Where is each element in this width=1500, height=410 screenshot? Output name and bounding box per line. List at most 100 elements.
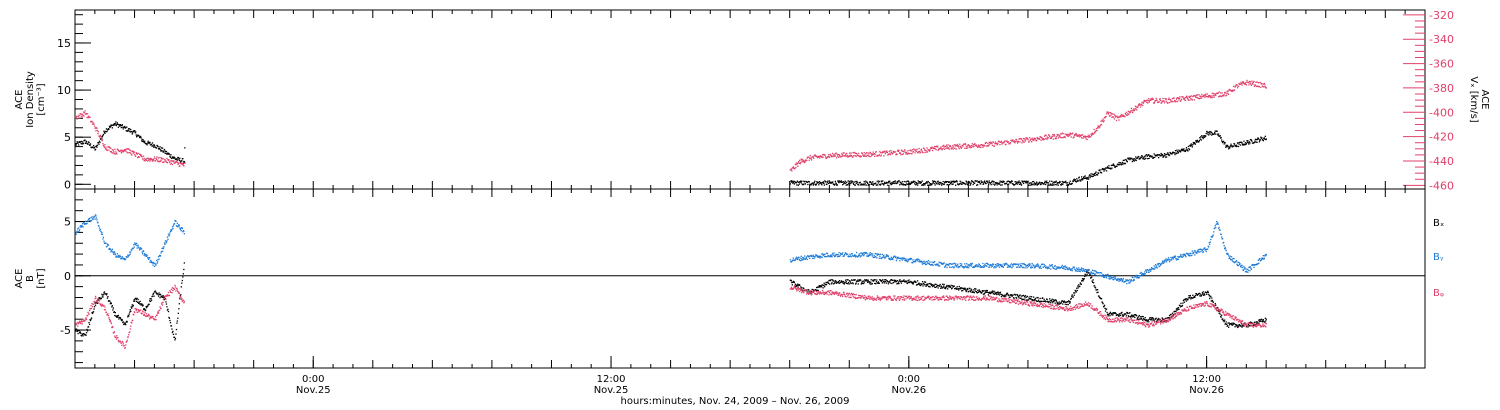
data-point <box>1092 133 1094 135</box>
data-point <box>1020 184 1023 186</box>
data-point <box>1125 114 1127 116</box>
data-point <box>1060 266 1062 269</box>
data-point <box>983 183 985 185</box>
data-point <box>1146 154 1148 156</box>
data-point <box>127 254 129 256</box>
y2-tick-label: -380 <box>1429 82 1454 95</box>
data-point <box>842 184 844 186</box>
data-point <box>153 157 155 160</box>
data-point <box>1045 134 1047 136</box>
data-point <box>874 256 876 258</box>
data-point <box>157 157 160 159</box>
data-point <box>1059 136 1061 138</box>
data-point <box>1248 325 1250 327</box>
data-point <box>1054 265 1056 268</box>
data-point <box>1234 85 1237 87</box>
data-point <box>1096 291 1098 294</box>
y-tick-label: 10 <box>57 84 71 97</box>
data-point <box>1047 300 1049 302</box>
data-point <box>1257 322 1259 324</box>
data-point <box>116 253 118 255</box>
data-point <box>83 115 85 117</box>
data-point <box>1022 263 1024 265</box>
data-point <box>931 149 934 152</box>
data-point <box>1263 258 1265 260</box>
data-point <box>990 291 992 293</box>
data-point <box>1028 264 1031 266</box>
data-point <box>1069 301 1071 303</box>
data-point <box>182 162 184 164</box>
y-tick-label: 5 <box>64 216 71 229</box>
data-point <box>845 253 847 255</box>
data-point <box>1125 313 1127 315</box>
data-point <box>162 158 164 160</box>
data-point <box>964 143 966 145</box>
data-point <box>171 228 173 231</box>
data-point <box>908 153 911 155</box>
data-point <box>1065 180 1067 182</box>
data-point <box>1017 295 1019 297</box>
data-point <box>1122 159 1124 162</box>
data-point <box>80 322 82 325</box>
data-point <box>1048 184 1050 186</box>
data-point <box>1046 298 1048 300</box>
data-point <box>922 285 924 287</box>
data-point <box>1021 262 1023 265</box>
data-point <box>162 301 164 303</box>
data-point <box>891 257 893 260</box>
data-point <box>859 181 861 183</box>
data-point <box>938 148 940 151</box>
data-point <box>1094 172 1097 174</box>
data-point <box>1064 136 1066 139</box>
data-point <box>921 283 923 285</box>
data-point <box>854 254 856 256</box>
data-point <box>822 254 824 257</box>
data-point <box>1114 277 1116 280</box>
data-point <box>902 183 904 185</box>
data-point <box>1114 276 1117 278</box>
data-point <box>897 256 899 258</box>
data-point <box>155 259 158 262</box>
data-point <box>939 265 941 267</box>
data-point <box>1188 253 1190 255</box>
data-point <box>81 333 84 336</box>
data-point <box>1078 134 1080 136</box>
data-point <box>1098 295 1100 297</box>
data-point <box>171 226 174 228</box>
data-point <box>1181 305 1183 307</box>
data-point <box>155 147 158 149</box>
data-point <box>978 289 980 291</box>
data-point <box>1007 180 1009 182</box>
data-point <box>174 337 177 340</box>
data-point <box>847 253 849 255</box>
data-point <box>1236 145 1238 148</box>
data-point <box>1197 251 1199 253</box>
data-point <box>1002 266 1005 268</box>
data-point <box>127 130 129 132</box>
data-point <box>986 265 988 267</box>
data-point <box>120 124 122 127</box>
data-point <box>852 152 854 154</box>
data-point <box>932 147 935 149</box>
data-point <box>1128 111 1130 113</box>
data-point <box>1027 139 1029 141</box>
data-point <box>1264 321 1266 323</box>
data-point <box>1208 96 1210 98</box>
data-point <box>1233 143 1236 145</box>
data-point <box>134 300 136 302</box>
data-point <box>170 154 172 156</box>
data-point <box>875 281 877 283</box>
data-point <box>903 279 905 281</box>
data-point <box>1219 313 1221 315</box>
data-point <box>103 130 105 132</box>
data-point <box>1089 174 1091 176</box>
data-point <box>1142 102 1144 104</box>
data-point <box>135 298 137 301</box>
data-point <box>927 180 929 183</box>
data-point <box>1164 98 1167 100</box>
data-point <box>113 152 115 155</box>
data-point <box>1236 325 1238 327</box>
data-point <box>135 134 137 136</box>
data-point <box>161 147 164 149</box>
